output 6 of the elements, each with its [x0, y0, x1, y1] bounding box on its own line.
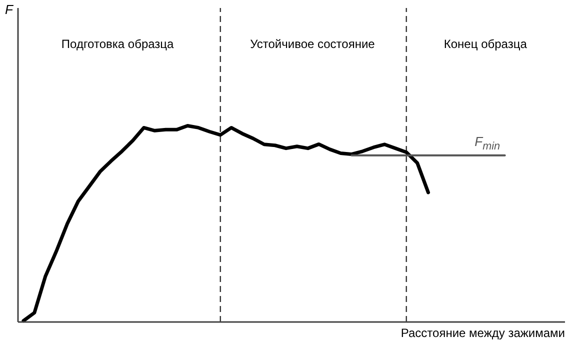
- x-axis-title: Расстояние между зажимами: [400, 326, 565, 340]
- text: Подготовка образца: [60, 37, 175, 51]
- series-label: F$_{min}$: [474, 134, 500, 153]
- text: Конец образца: [442, 37, 528, 51]
- text: Устойчивое состояние: [249, 37, 376, 51]
- text: F: [5, 2, 13, 17]
